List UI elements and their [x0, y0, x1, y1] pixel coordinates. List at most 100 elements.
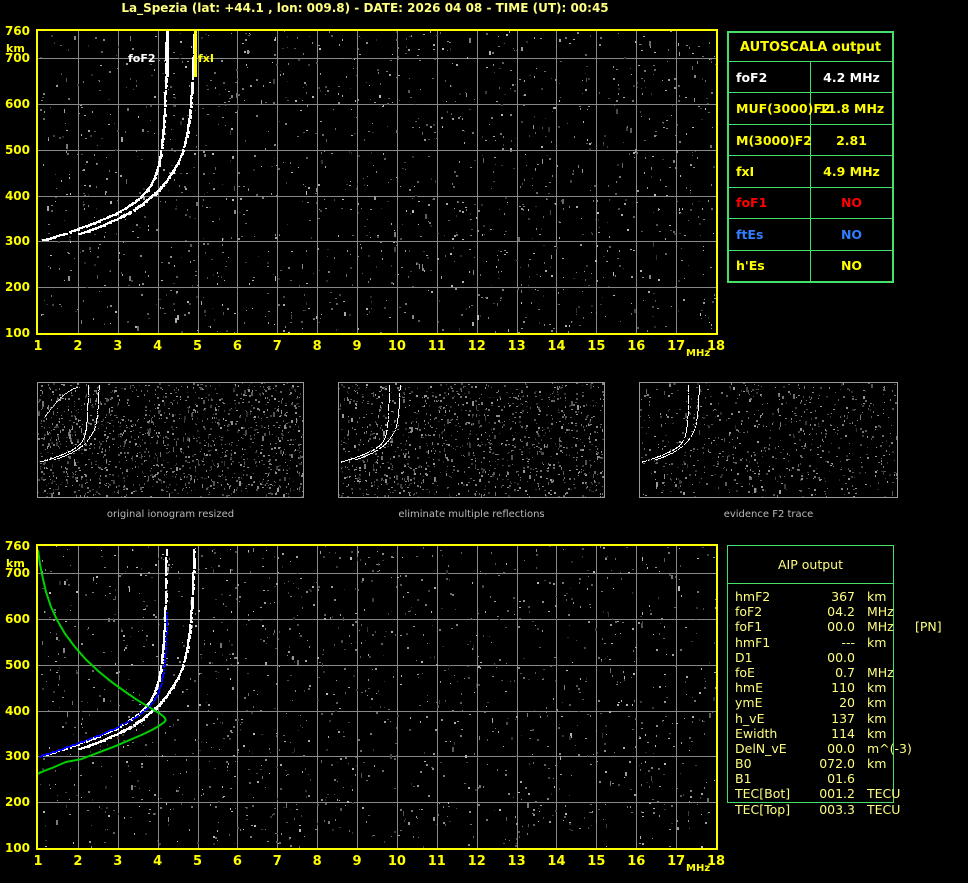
noise-speckle [64, 280, 65, 281]
noise-speckle [271, 493, 273, 495]
noise-speckle [521, 328, 523, 329]
echo-pixel [71, 453, 72, 454]
noise-speckle [485, 485, 486, 487]
noise-speckle [385, 386, 387, 387]
noise-speckle [418, 224, 419, 225]
noise-speckle [579, 325, 581, 326]
echo-pixel [89, 437, 90, 438]
noise-speckle [405, 453, 407, 455]
echo-pixel [167, 178, 169, 181]
noise-speckle [341, 440, 342, 442]
noise-speckle [163, 440, 164, 444]
noise-speckle [518, 474, 519, 476]
echo-pixel [184, 145, 186, 147]
noise-speckle [452, 183, 453, 185]
echo-pixel [92, 432, 93, 433]
echo-pixel [184, 143, 186, 145]
main-ionogram-plot[interactable]: foF2 fxI [36, 29, 718, 335]
noise-speckle [344, 477, 346, 479]
echo-pixel [104, 218, 106, 220]
echo-pixel [163, 126, 166, 128]
noise-speckle [123, 448, 124, 449]
noise-speckle [84, 474, 86, 475]
noise-speckle [342, 414, 344, 418]
echo-pixel [98, 401, 99, 402]
noise-speckle [144, 216, 146, 218]
noise-speckle [595, 260, 597, 262]
noise-speckle [435, 481, 437, 482]
echo-pixel [79, 447, 80, 448]
echo-pixel [343, 461, 344, 462]
noise-speckle [80, 252, 81, 253]
noise-speckle [83, 81, 84, 83]
noise-speckle [273, 274, 274, 275]
noise-speckle [518, 237, 520, 241]
noise-speckle [378, 396, 380, 398]
noise-speckle [107, 306, 108, 308]
noise-speckle [176, 463, 177, 465]
x-tick-label: 3 [113, 339, 123, 354]
noise-speckle [694, 98, 695, 100]
noise-speckle [49, 427, 50, 428]
noise-speckle [481, 476, 483, 477]
noise-speckle [474, 160, 476, 161]
noise-speckle [357, 421, 358, 423]
noise-speckle [53, 492, 54, 494]
noise-speckle [260, 452, 262, 454]
echo-pixel [72, 449, 73, 450]
noise-speckle [366, 431, 367, 432]
noise-speckle [542, 486, 544, 487]
echo-pixel [163, 127, 165, 130]
noise-speckle [576, 438, 578, 439]
noise-speckle [64, 109, 65, 113]
noise-speckle [539, 451, 540, 452]
noise-speckle [226, 450, 228, 451]
thumb-original[interactable] [37, 382, 304, 498]
noise-speckle [138, 419, 139, 420]
noise-speckle [43, 118, 45, 120]
noise-speckle [117, 200, 119, 201]
noise-speckle [66, 130, 68, 131]
noise-speckle [210, 326, 211, 328]
noise-speckle [276, 64, 278, 66]
noise-speckle [393, 456, 395, 458]
noise-speckle [144, 451, 146, 453]
noise-speckle [116, 417, 118, 418]
noise-speckle [184, 314, 186, 316]
noise-speckle [369, 85, 370, 86]
noise-speckle [375, 421, 376, 423]
noise-speckle [409, 484, 410, 485]
x-tick-label: 2 [73, 339, 83, 354]
noise-speckle [588, 423, 589, 424]
noise-speckle [206, 470, 207, 472]
noise-speckle [264, 383, 265, 384]
multiple-reflection-pixel [56, 402, 57, 403]
echo-pixel [85, 432, 86, 433]
noise-speckle [64, 220, 65, 221]
noise-speckle [69, 236, 71, 238]
noise-speckle [490, 449, 492, 450]
noise-speckle [374, 494, 376, 495]
noise-speckle [679, 95, 680, 97]
echo-pixel [190, 103, 192, 105]
noise-speckle [254, 434, 255, 436]
noise-speckle [89, 394, 90, 396]
echo-pixel [380, 448, 381, 449]
noise-speckle [250, 410, 251, 415]
noise-speckle [132, 231, 134, 232]
noise-speckle [233, 389, 235, 392]
noise-speckle [556, 446, 557, 447]
noise-speckle [261, 449, 263, 450]
noise-speckle [195, 410, 196, 412]
noise-speckle [50, 469, 52, 471]
noise-speckle [536, 228, 537, 230]
echo-pixel [161, 145, 163, 147]
noise-speckle [126, 470, 128, 472]
noise-speckle [455, 425, 457, 426]
thumb-no-multiples[interactable] [338, 382, 605, 498]
noise-speckle [291, 314, 292, 319]
noise-speckle [218, 106, 220, 107]
noise-speckle [248, 389, 250, 392]
noise-speckle [396, 31, 397, 33]
echo-pixel [58, 458, 59, 459]
